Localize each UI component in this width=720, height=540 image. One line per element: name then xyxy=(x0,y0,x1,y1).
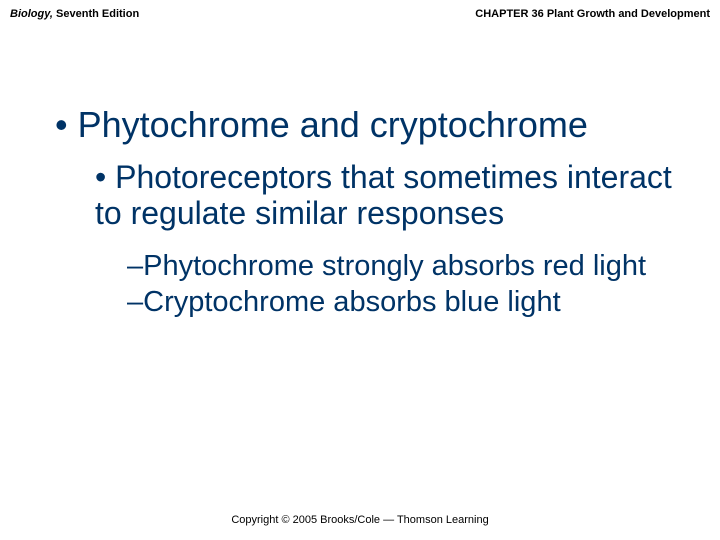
bullet-l3a-text: Phytochrome strongly absorbs red light xyxy=(143,250,646,282)
slide-container: Biology, Seventh Edition CHAPTER 36 Plan… xyxy=(0,0,720,540)
bullet-level2: • Photoreceptors that sometimes interact… xyxy=(95,159,700,233)
header-chapter: CHAPTER 36 Plant Growth and Development xyxy=(475,8,710,20)
book-edition: Seventh Edition xyxy=(53,8,139,20)
bullet-l3b-text: Cryptochrome absorbs blue light xyxy=(143,286,560,318)
bullet-l3a-marker: – xyxy=(127,250,143,282)
bullet-l1-text: Phytochrome and cryptochrome xyxy=(78,104,588,145)
bullet-l3b-marker: – xyxy=(127,286,143,318)
book-title: Biology, xyxy=(10,8,53,20)
bullet-level1: • Phytochrome and cryptochrome xyxy=(55,105,700,145)
bullet-level3a: –Phytochrome strongly absorbs red light xyxy=(127,250,700,283)
bullet-l2-text: Photoreceptors that sometimes interact t… xyxy=(95,159,672,232)
content-area: • Phytochrome and cryptochrome • Photore… xyxy=(55,105,700,321)
footer-copyright: Copyright © 2005 Brooks/Cole — Thomson L… xyxy=(0,514,720,526)
bullet-l1-marker: • xyxy=(55,104,68,145)
level3-wrap: –Phytochrome strongly absorbs red light … xyxy=(127,250,700,319)
bullet-level3b: –Cryptochrome absorbs blue light xyxy=(127,286,700,319)
bullet-l2-marker: • xyxy=(95,159,106,195)
level2-wrap: • Photoreceptors that sometimes interact… xyxy=(95,159,700,319)
header-left: Biology, Seventh Edition xyxy=(10,8,139,20)
